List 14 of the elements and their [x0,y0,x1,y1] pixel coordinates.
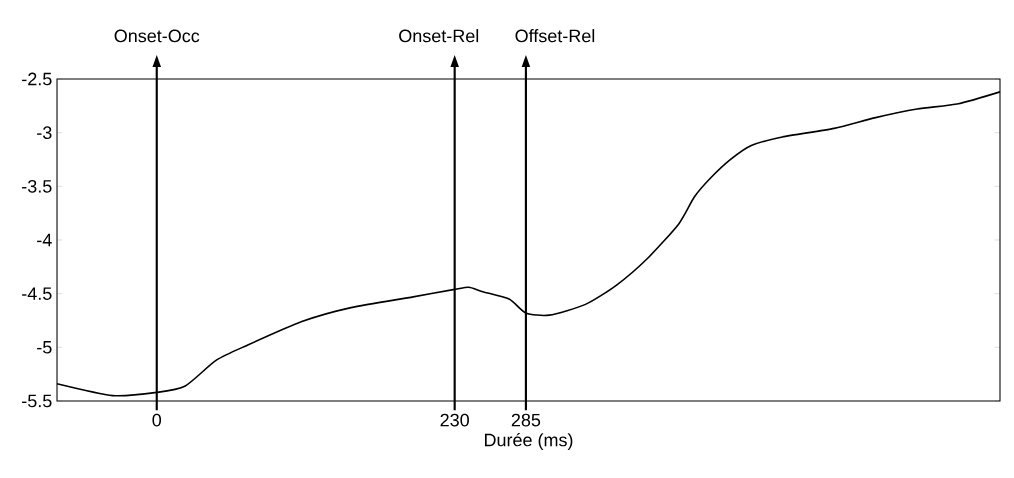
x-axis-title: Durée (ms) [484,432,573,450]
x-tick-label: 230 [440,413,469,427]
x-tick-label: 0 [152,413,162,427]
y-tick-label: -4 [37,233,52,247]
ref-line-label: Onset-Rel [399,29,479,43]
ref-line-label: Onset-Occ [114,29,200,43]
x-tick-label: 285 [511,413,541,427]
y-tick-label: -3 [37,126,52,140]
y-tick-label: -3.5 [22,179,52,193]
y-tick-label: -4.5 [22,287,52,300]
y-tick-label: -5 [37,341,52,354]
ref-line-label: Offset-Rel [515,29,595,43]
y-tick-label: -5.5 [22,394,52,408]
y-tick-label: -2.5 [22,72,52,86]
